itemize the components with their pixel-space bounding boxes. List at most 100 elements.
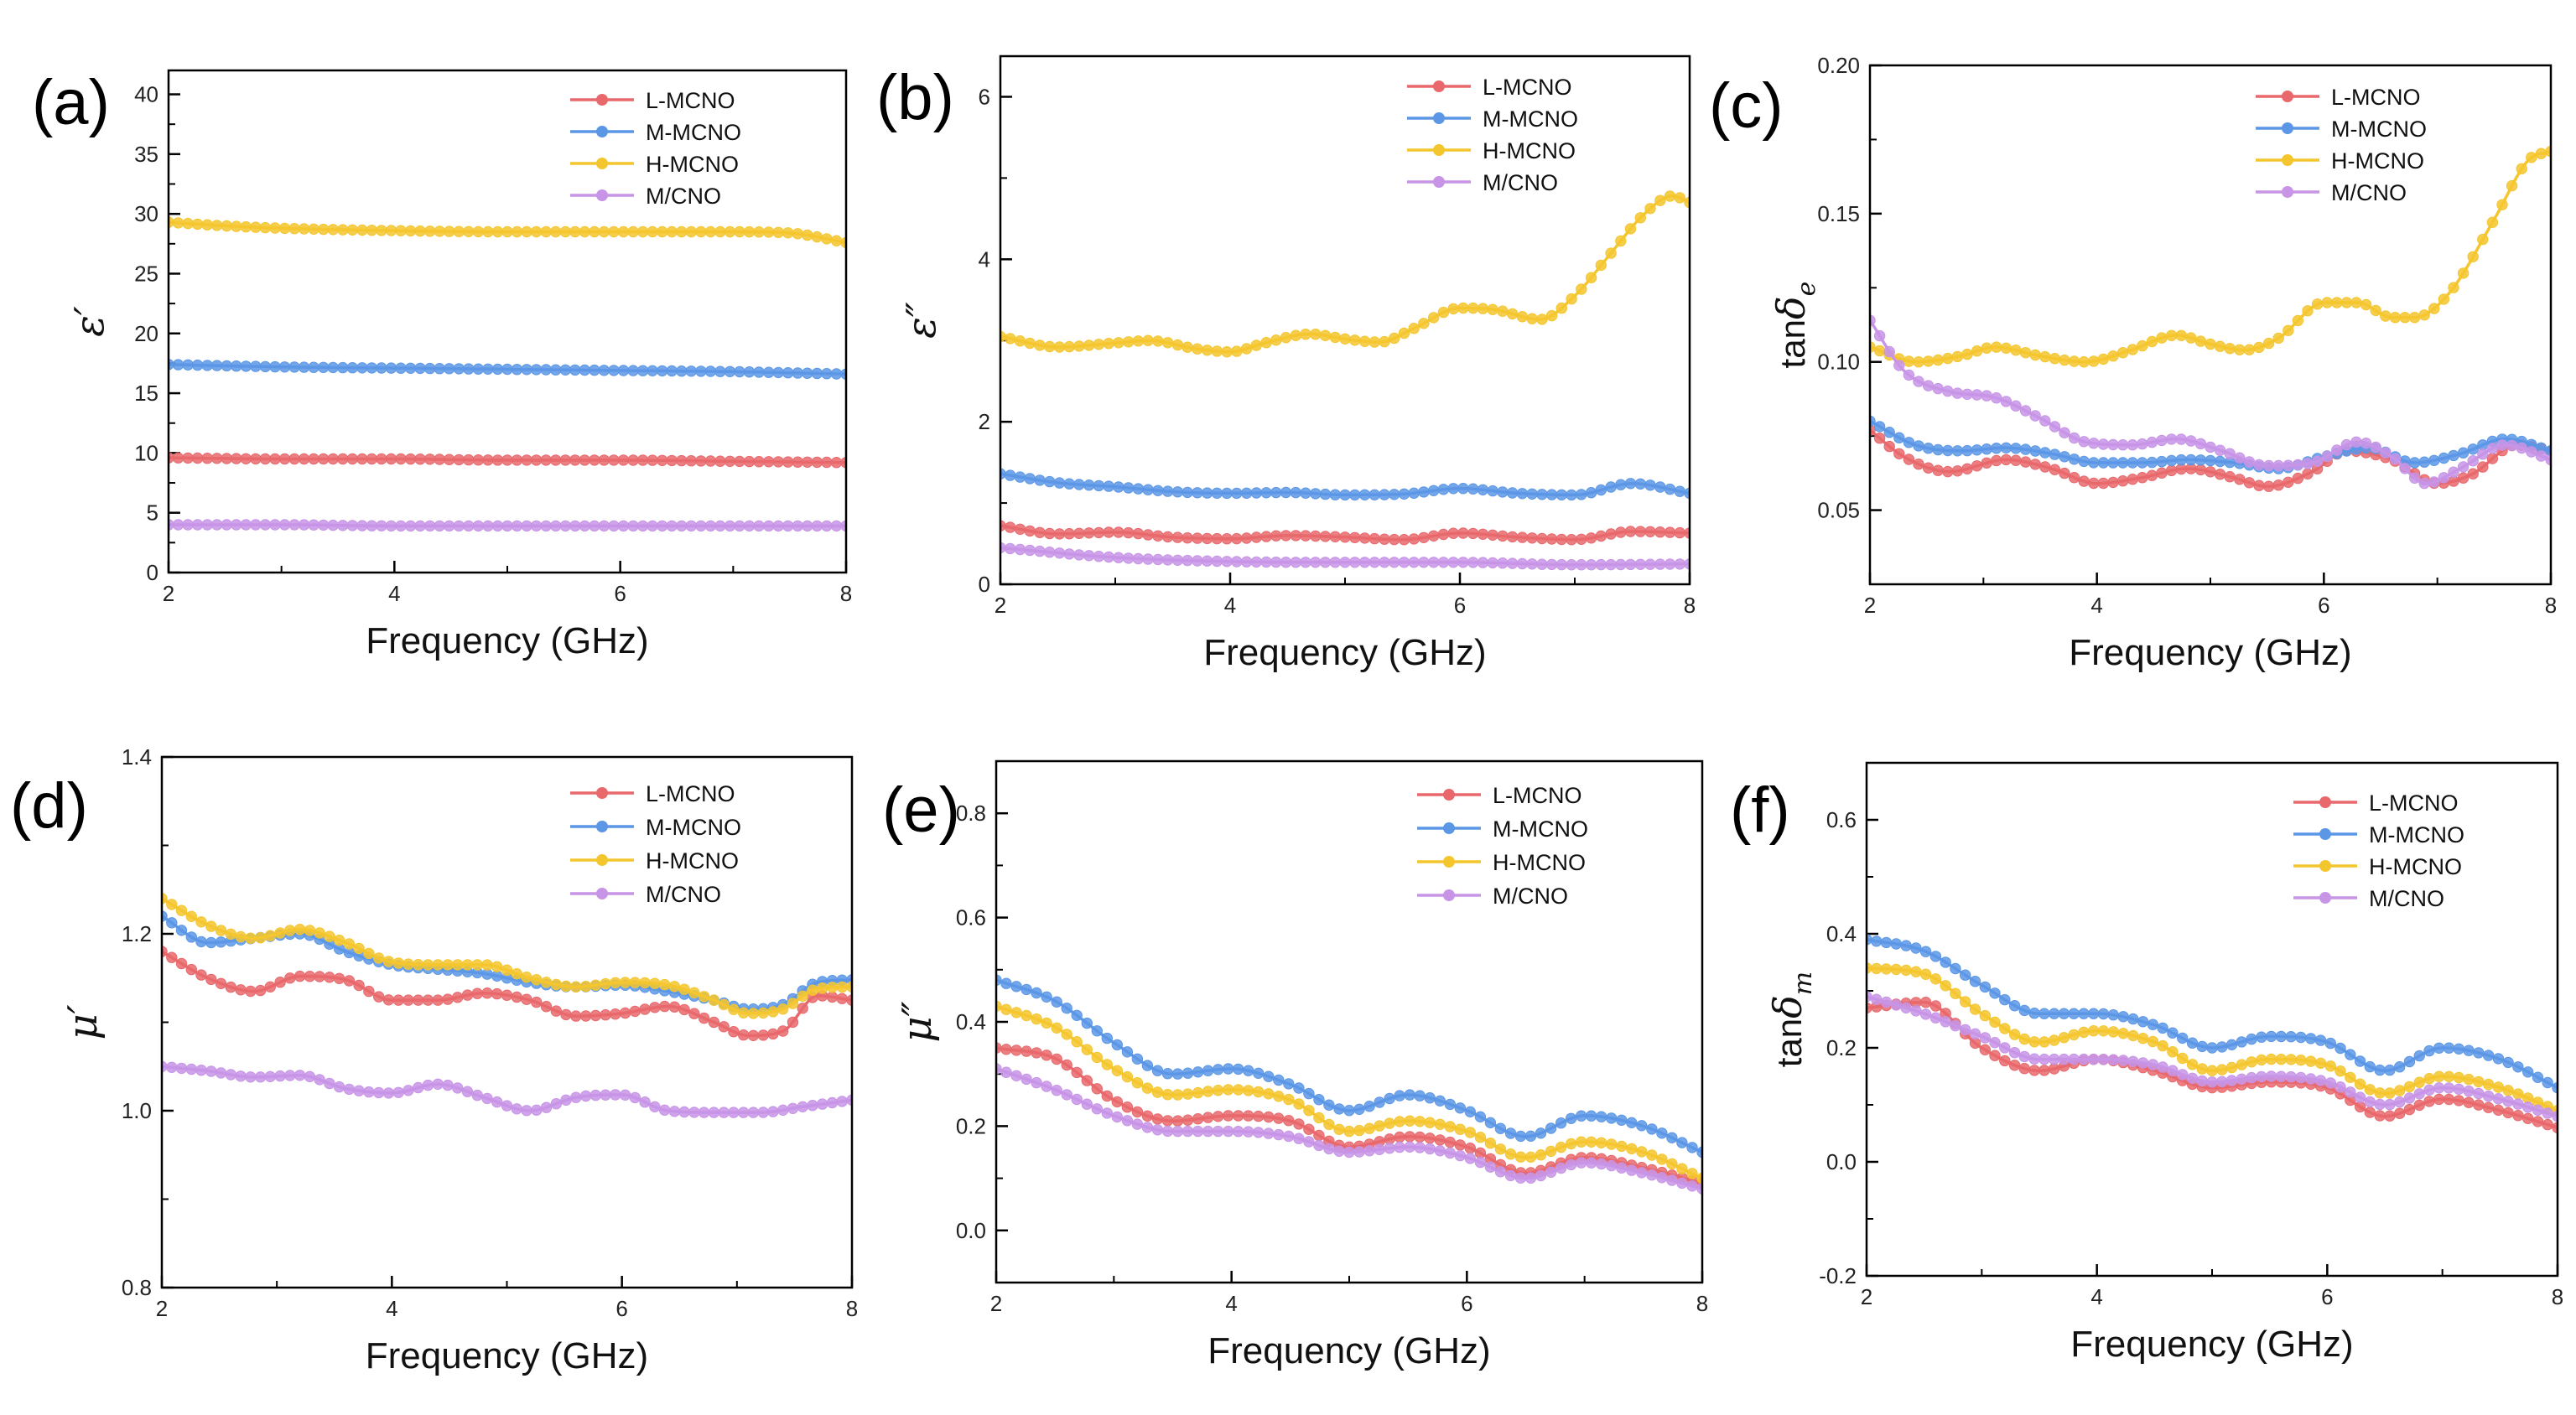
data-point bbox=[1044, 527, 1056, 540]
data-point bbox=[463, 363, 475, 375]
data-point bbox=[201, 519, 213, 531]
y-tick-label: 0.6 bbox=[1826, 807, 1857, 832]
data-point bbox=[2019, 456, 2032, 468]
data-point bbox=[1093, 339, 1105, 350]
data-point bbox=[2532, 1104, 2544, 1117]
data-point bbox=[738, 1007, 750, 1019]
data-point bbox=[600, 1089, 611, 1101]
data-point bbox=[1263, 1127, 1275, 1139]
data-point bbox=[1696, 1172, 1702, 1184]
data-point bbox=[1666, 1132, 1678, 1144]
data-point bbox=[201, 360, 213, 371]
data-point bbox=[2502, 1056, 2514, 1069]
data-point bbox=[1339, 489, 1351, 501]
data-point bbox=[695, 520, 707, 532]
data-point bbox=[2453, 1083, 2465, 1096]
data-point bbox=[1303, 1105, 1315, 1117]
data-point bbox=[1971, 389, 1983, 401]
data-point bbox=[1192, 1086, 1204, 1099]
data-point bbox=[2516, 442, 2527, 454]
data-point bbox=[1182, 486, 1193, 499]
data-point bbox=[1951, 465, 1964, 477]
data-point bbox=[1674, 192, 1686, 204]
data-point bbox=[1231, 556, 1243, 568]
data-point bbox=[298, 453, 310, 465]
data-point bbox=[1240, 532, 1253, 544]
data-point bbox=[1152, 530, 1164, 542]
data-point bbox=[2545, 145, 2551, 158]
data-point bbox=[1464, 1127, 1477, 1138]
data-point bbox=[2214, 444, 2226, 456]
data-point bbox=[1595, 558, 1607, 571]
data-point bbox=[647, 365, 658, 376]
data-point bbox=[2506, 179, 2518, 192]
data-point bbox=[1339, 531, 1351, 543]
data-point bbox=[1243, 1085, 1254, 1096]
data-point bbox=[2186, 1037, 2199, 1049]
data-point bbox=[1484, 1117, 1497, 1129]
y-tick-label: 1.2 bbox=[122, 921, 152, 946]
x-tick-label: 2 bbox=[163, 581, 174, 606]
data-point bbox=[1576, 489, 1587, 500]
data-point bbox=[1253, 1086, 1265, 1098]
data-point bbox=[185, 963, 198, 976]
data-point bbox=[1437, 557, 1450, 568]
data-point bbox=[2008, 1060, 2021, 1071]
data-point bbox=[1467, 527, 1479, 540]
data-point bbox=[1211, 555, 1223, 568]
data-point bbox=[1969, 1037, 1981, 1050]
data-point bbox=[404, 453, 417, 465]
data-point bbox=[501, 363, 513, 376]
data-point bbox=[1280, 332, 1292, 344]
data-point bbox=[1467, 483, 1479, 495]
data-point bbox=[366, 520, 378, 531]
data-point bbox=[2389, 453, 2402, 465]
data-point bbox=[327, 224, 339, 236]
data-point bbox=[1212, 1064, 1224, 1076]
data-point bbox=[1981, 457, 1992, 469]
data-point bbox=[724, 455, 736, 467]
data-point bbox=[2324, 1060, 2337, 1072]
data-point bbox=[550, 454, 562, 466]
data-point bbox=[225, 1069, 236, 1081]
data-point bbox=[2088, 1025, 2100, 1037]
data-point bbox=[308, 453, 319, 465]
data-point bbox=[2029, 445, 2041, 457]
data-point bbox=[1960, 969, 1971, 981]
data-point bbox=[550, 1098, 562, 1110]
data-point bbox=[274, 1070, 286, 1082]
data-point bbox=[2236, 1059, 2248, 1070]
data-point bbox=[1883, 440, 1895, 453]
data-point bbox=[1674, 526, 1686, 539]
data-point bbox=[221, 220, 232, 232]
legend-marker bbox=[1443, 889, 1455, 901]
data-point bbox=[1545, 1122, 1557, 1134]
data-point bbox=[821, 233, 833, 245]
data-point bbox=[1044, 475, 1056, 488]
data-point bbox=[264, 981, 276, 993]
data-point bbox=[2516, 163, 2527, 175]
data-point bbox=[1223, 1084, 1234, 1096]
data-point bbox=[2185, 454, 2197, 466]
data-point bbox=[442, 959, 454, 971]
data-point bbox=[598, 520, 610, 532]
data-point bbox=[1389, 533, 1400, 546]
data-point bbox=[1021, 1045, 1032, 1057]
data-point bbox=[649, 977, 661, 989]
data-point bbox=[627, 365, 639, 376]
data-point bbox=[1041, 991, 1052, 1003]
data-point bbox=[1121, 1046, 1134, 1058]
data-point bbox=[2545, 445, 2551, 457]
data-point bbox=[1101, 1090, 1114, 1102]
data-point bbox=[1903, 437, 1915, 448]
data-point bbox=[1273, 1074, 1285, 1086]
legend-label: H-MCNO bbox=[646, 152, 739, 177]
data-point bbox=[2463, 1073, 2475, 1086]
data-point bbox=[1212, 1125, 1224, 1138]
x-tick-label: 8 bbox=[2545, 593, 2557, 618]
data-point bbox=[1005, 469, 1016, 481]
data-point bbox=[195, 1065, 207, 1076]
data-point bbox=[175, 957, 188, 970]
data-point bbox=[1940, 1016, 1951, 1028]
data-point bbox=[1221, 487, 1233, 500]
